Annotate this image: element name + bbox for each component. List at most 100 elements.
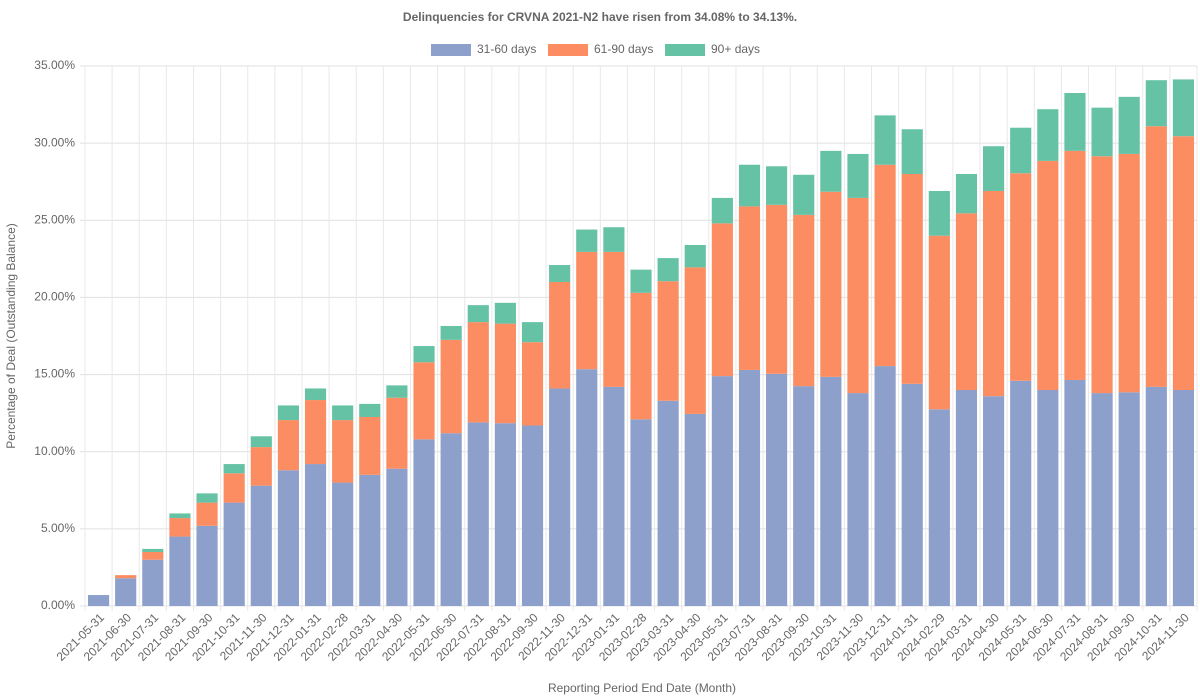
bar-segment (521, 342, 544, 426)
bar-segment (1037, 390, 1059, 606)
bar-segment (1091, 156, 1113, 394)
bar-segment (983, 190, 1005, 397)
bar-segment (955, 390, 978, 606)
bar-segment (847, 393, 869, 606)
bar-segment (901, 129, 923, 174)
bar-segment (386, 397, 408, 469)
bar-segment (196, 493, 218, 503)
bar-segment (521, 322, 544, 343)
legend-swatch (548, 44, 588, 56)
bar-segment (223, 502, 245, 606)
bar-segment (223, 464, 245, 474)
bar-segment (711, 197, 733, 224)
bar-segment (250, 436, 272, 448)
legend-label: 31-60 days (477, 42, 536, 56)
bar-segment (874, 115, 896, 165)
bar-segment (820, 376, 842, 606)
bar-segment (820, 150, 842, 192)
bar-segment (1118, 392, 1140, 606)
chart-title: Delinquencies for CRVNA 2021-N2 have ris… (403, 10, 797, 24)
bar-segment (467, 422, 489, 606)
bar-segment (413, 346, 435, 363)
bar-segment (304, 400, 327, 465)
bar-segment (549, 265, 571, 282)
bar-segment (494, 423, 516, 606)
bar-segment (142, 552, 164, 560)
bar-segment (1145, 80, 1167, 127)
bar-segment (87, 595, 110, 606)
bar-segment (955, 213, 978, 390)
bar-segment (793, 214, 815, 387)
bar-segment (386, 468, 408, 606)
bar-segment (549, 388, 571, 606)
bar-segment (1118, 153, 1140, 393)
bar-segment (1172, 390, 1195, 606)
bar-segment (169, 518, 191, 537)
legend-swatch (665, 44, 705, 56)
bar-segment (657, 400, 679, 606)
bar-segment (603, 386, 625, 606)
y-axis-title: Percentage of Deal (Outstanding Balance) (4, 223, 18, 448)
bar-segment (1172, 79, 1195, 137)
y-tick-label: 5.00% (41, 521, 75, 535)
bar-segment (874, 366, 896, 606)
bar-segment (684, 413, 706, 606)
bar-segment (1145, 126, 1167, 387)
bar-segment (142, 548, 164, 552)
bar-segment (630, 419, 652, 606)
bar-segment (1145, 386, 1167, 606)
bar-segment (711, 223, 733, 377)
bar-segment (576, 229, 598, 252)
legend-swatch (431, 44, 471, 56)
bar-segment (115, 575, 137, 579)
bar-segment (277, 470, 299, 606)
bar-segment (169, 536, 191, 606)
bar-segment (657, 281, 679, 401)
bar-segment (440, 339, 462, 434)
bar-segment (467, 322, 489, 423)
bar-segment (359, 403, 381, 417)
bar-segment (711, 376, 733, 606)
bar-segment (1064, 150, 1086, 380)
bar-segment (1037, 160, 1059, 390)
bar-segment (738, 206, 761, 370)
bar-segment (304, 388, 327, 401)
y-tick-label: 35.00% (34, 58, 75, 72)
y-tick-label: 30.00% (34, 135, 75, 149)
bar-segment (115, 578, 137, 606)
bar-segment (196, 502, 218, 526)
bar-segment (630, 292, 652, 420)
bar-segment (440, 433, 462, 606)
bar-segment (359, 474, 381, 606)
bar-segment (793, 386, 815, 606)
bar-segment (684, 244, 706, 268)
bar-segment (657, 258, 679, 282)
bar-segment (738, 164, 761, 207)
bar-segment (928, 409, 950, 606)
bar-segment (1037, 109, 1059, 161)
bar-segment (196, 525, 218, 606)
bar-segment (684, 267, 706, 414)
bar-segment (738, 369, 761, 606)
bar-segment (576, 369, 598, 606)
bar-segment (549, 282, 571, 389)
bar-segment (332, 420, 354, 483)
x-axis-title: Reporting Period End Date (Month) (548, 681, 736, 695)
bar-segment (250, 447, 272, 486)
y-tick-label: 10.00% (34, 444, 75, 458)
bar-segment (250, 485, 272, 606)
bar-segment (413, 362, 435, 440)
bar-segment (169, 513, 191, 519)
bar-segment (494, 302, 516, 324)
bar-segment (766, 204, 788, 374)
bar-segment (332, 405, 354, 421)
bar-segment (847, 153, 869, 198)
bar-segment (820, 191, 842, 377)
y-tick-label: 25.00% (34, 212, 75, 226)
bar-segment (1091, 107, 1113, 157)
bar-segment (223, 473, 245, 503)
y-tick-label: 0.00% (41, 598, 75, 612)
bar-segment (359, 417, 381, 475)
bar-segment (901, 174, 923, 384)
bar-segment (874, 164, 896, 367)
